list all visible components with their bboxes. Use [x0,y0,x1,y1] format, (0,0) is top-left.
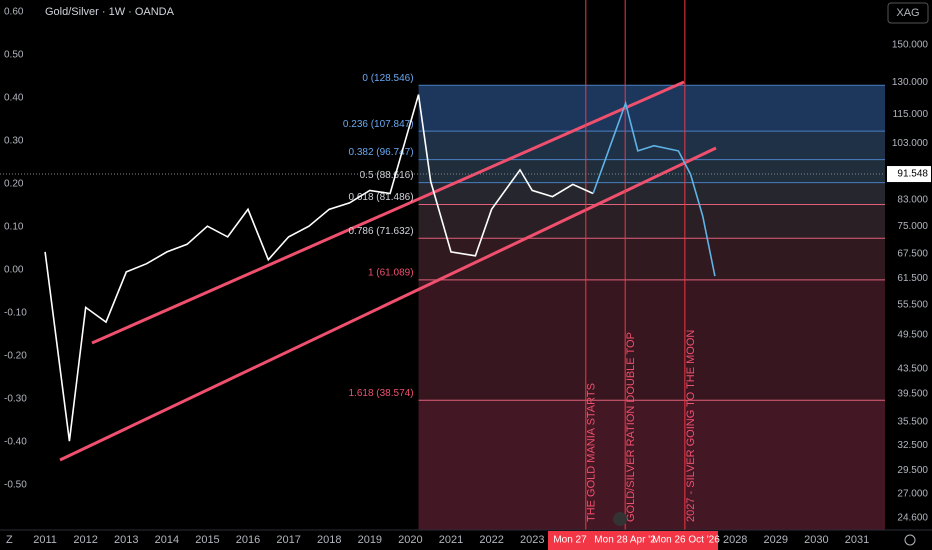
x-tick-label: 2013 [114,534,138,546]
fib-zone [418,204,885,239]
last-price-tag [887,166,931,183]
fib-zone [418,182,885,205]
right-axis-bg [885,0,932,550]
crosshair-label: Mon 27 [553,535,587,546]
last-price-label: 91.548 [897,169,928,180]
y2-tick-label: 39.500 [897,389,928,400]
crosshair-label: Mon 28 Apr '2 [594,535,656,546]
y2-tick-label: 35.500 [897,417,928,428]
fib-zone [418,238,885,280]
y2-tick-label: 103.000 [892,138,929,149]
crosshair-box [548,531,718,550]
y-tick-label: 0.40 [4,93,24,104]
y2-tick-label: 150.000 [892,39,929,50]
x-tick-label: 2019 [358,534,382,546]
x-tick-label: 2014 [155,534,179,546]
y2-tick-label: 27.000 [897,488,928,499]
x-tick-label: 2021 [439,534,463,546]
marker-text: GOLD/SILVER RATION DOUBLE TOP [625,332,637,522]
y-tick-label: 0.60 [4,7,24,18]
y-tick-label: 0.30 [4,136,24,147]
x-tick-label: 2022 [479,534,503,546]
y-tick-label: -0.10 [4,308,27,319]
x-tick-label: 2029 [764,534,788,546]
corner-label: Z [6,534,13,546]
marker-text: 2027 - SILVER GOING TO THE MOON [685,330,697,522]
y-tick-label: 0.50 [4,50,24,61]
x-tick-label: 2023 [520,534,544,546]
settings-icon[interactable] [904,534,916,546]
y2-tick-label: 29.500 [897,465,928,476]
y2-tick-label: 115.000 [893,109,929,120]
symbol-box [887,2,929,24]
alert-icon[interactable] [613,512,627,526]
y-tick-label: -0.40 [4,437,27,448]
crosshair-label: Mon 26 Oct '26 [652,535,720,546]
fib-zone [418,131,885,160]
fib-label: 0.382 (96.747) [348,147,413,158]
fib-label: 1.618 (38.574) [348,388,413,399]
price-line [44,94,594,442]
x-tick-label: 2015 [195,534,219,546]
y2-tick-label: 67.500 [897,248,928,259]
y2-tick-label: 55.500 [897,300,928,311]
y-tick-label: 0.20 [4,179,24,190]
fib-label: 0.786 (71.632) [348,226,413,237]
fib-label: 0.618 (81.486) [348,192,413,203]
x-tick-label: 2012 [73,534,97,546]
x-tick-label: 2011 [33,534,57,546]
channel-lower [59,146,717,462]
fib-label: 0.236 (107.847) [343,119,414,130]
x-tick-label: 2018 [317,534,341,546]
x-tick-label: 2028 [723,534,747,546]
chart-title: Gold/Silver · 1W · OANDA [45,6,175,18]
y-tick-label: 0.00 [4,265,24,276]
y-tick-label: -0.50 [4,480,27,491]
x-tick-label: 2016 [236,534,260,546]
y-tick-label: -0.20 [4,351,27,362]
y2-tick-label: 75.000 [897,221,928,232]
y2-tick-label: 32.500 [897,440,928,451]
y2-tick-label: 61.500 [897,273,928,284]
x-tick-label: 2030 [804,534,828,546]
fib-label: 0.5 (88.616) [360,170,414,181]
price-line [592,100,716,277]
y2-tick-label: 24.600 [897,513,928,524]
x-tick-label: 2020 [398,534,422,546]
y2-tick-label: 130.000 [892,77,929,88]
x-tick-label: 2017 [276,534,300,546]
symbol: XAG [896,7,919,19]
fib-label: 1 (61.089) [368,268,414,279]
fib-zone [418,400,885,530]
marker-text: THE GOLD MANIA STARTS [586,383,598,522]
y2-tick-label: 49.500 [897,330,928,341]
y-tick-label: -0.30 [4,394,27,405]
fib-zone [418,279,885,401]
fib-label: 0 (128.546) [362,73,413,84]
fib-zone [418,85,885,132]
y2-tick-label: 43.500 [897,363,928,374]
y2-tick-label: 83.000 [897,194,928,205]
fib-zone [418,159,885,183]
x-tick-label: 2031 [845,534,869,546]
y-tick-label: 0.10 [4,222,24,233]
